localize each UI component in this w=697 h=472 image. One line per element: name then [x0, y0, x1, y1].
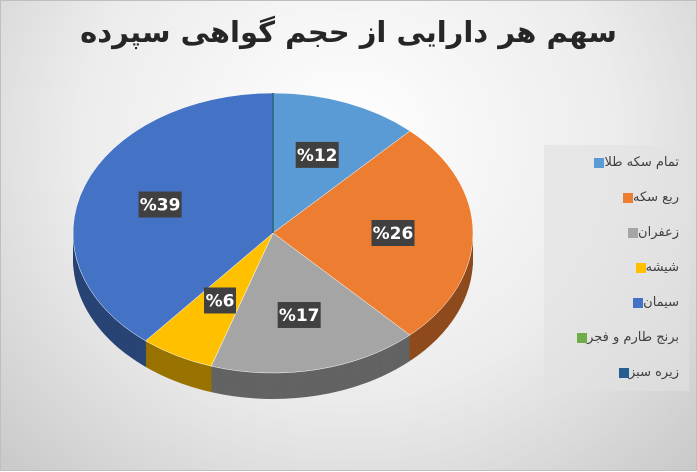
legend-swatch	[594, 157, 605, 168]
legend-item[interactable]: تمام سکه طلا	[544, 145, 689, 180]
legend-label: زعفران	[638, 225, 679, 240]
data-label-3: %6	[206, 291, 235, 311]
legend-item[interactable]: برنج طارم و فجر	[544, 320, 689, 355]
legend-label: سیمان	[643, 295, 679, 310]
legend-item[interactable]: سیمان	[544, 285, 689, 320]
data-label-box-0	[295, 141, 339, 168]
data-label-4: %39	[140, 196, 181, 216]
data-label-1: %26	[373, 224, 414, 244]
legend-swatch	[618, 367, 629, 378]
data-label-box-3	[204, 287, 237, 314]
data-label-box-1	[371, 220, 415, 246]
legend-swatch	[635, 262, 646, 273]
chart-title: سهم هر دارایی از حجم گواهی سپرده	[80, 15, 617, 49]
legend-swatch	[623, 192, 633, 203]
legend-label: شیشه	[645, 260, 679, 275]
data-label-box-4	[138, 191, 182, 218]
legend-item[interactable]: زیره سبز	[544, 355, 689, 390]
legend-label: زیره سبز	[628, 365, 679, 380]
legend-item[interactable]: ربع سکه	[544, 180, 689, 215]
pie-slice-0[interactable]	[272, 92, 411, 234]
data-label-0: %12	[297, 146, 338, 166]
legend: تمام سکه طلا ربع سکه زعفران شیشه سیمان برنج ط…	[544, 145, 689, 391]
legend-label: ربع سکه	[633, 190, 679, 205]
legend-item[interactable]: زعفران	[544, 215, 689, 250]
legend-label: تمام سکه طلا	[604, 155, 679, 170]
legend-swatch	[628, 227, 639, 238]
legend-swatch	[633, 297, 644, 308]
legend-swatch	[577, 332, 588, 343]
data-label-box-2	[277, 301, 321, 328]
legend-label: برنج طارم و فجر	[587, 330, 679, 345]
data-label-2: %17	[279, 306, 320, 326]
legend-item[interactable]: شیشه	[544, 250, 689, 285]
